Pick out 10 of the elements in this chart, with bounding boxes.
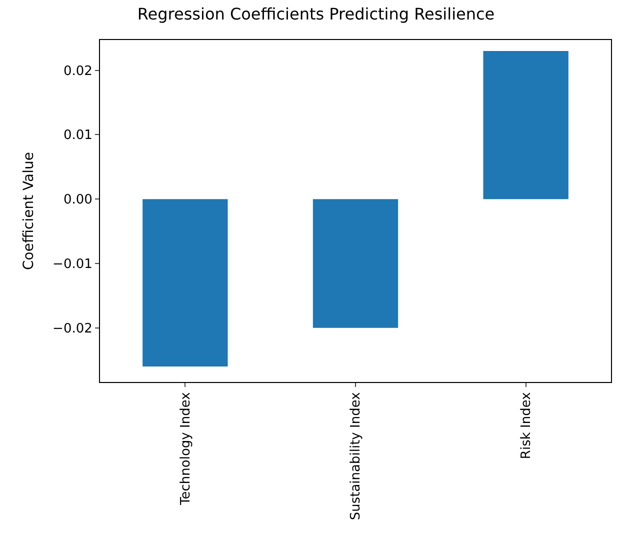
y-tick-label: 0.01 [63,128,92,144]
y-tick-label: −0.02 [52,321,92,336]
chart-title: Regression Coefficients Predicting Resilience [137,4,495,24]
x-tick-label: Risk Index [519,392,534,460]
x-tick-label: Technology Index [178,392,194,506]
y-tick-label: 0.00 [63,192,92,208]
y-axis-title: Coefficient Value [21,152,38,270]
y-tick-label: 0.02 [63,64,92,79]
x-tick-label: Sustainability Index [348,392,364,520]
y-tick-label: −0.01 [52,257,92,272]
